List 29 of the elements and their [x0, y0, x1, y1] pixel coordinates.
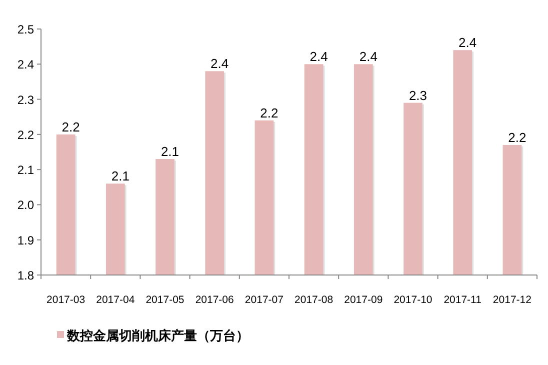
data-label: 2.2 — [260, 105, 278, 120]
x-tick-label: 2017-03 — [46, 294, 86, 306]
legend: 数控金属切削机床产量（万台） — [57, 329, 249, 344]
x-tick-label: 2017-10 — [394, 294, 432, 306]
data-label: 2.4 — [458, 35, 477, 50]
data-label: 2.2 — [508, 130, 526, 145]
y-tick-label: 1.9 — [17, 233, 34, 248]
y-tick-label: 2.0 — [17, 198, 34, 212]
x-tick-label: 2017-05 — [146, 294, 184, 306]
x-tick-label: 2017-07 — [244, 294, 284, 306]
y-tick-label: 2.5 — [17, 22, 34, 36]
y-tick-label: 1.8 — [17, 268, 34, 282]
data-label: 2.4 — [310, 49, 328, 64]
data-label: 2.1 — [111, 168, 130, 184]
data-label: 2.1 — [160, 144, 180, 160]
x-tick-label: 2017-06 — [195, 294, 234, 306]
x-tick-label: 2017-09 — [344, 294, 383, 306]
x-tick-label: 2017-08 — [294, 294, 334, 306]
y-tick-label: 2.3 — [17, 92, 34, 107]
data-label: 2.4 — [359, 49, 378, 64]
y-tick-label: 2.1 — [17, 163, 34, 178]
data-label: 2.2 — [62, 119, 80, 134]
x-tick-label: 2017-12 — [492, 294, 532, 306]
x-tick-label: 2017-11 — [444, 294, 482, 306]
data-label: 2.3 — [408, 88, 428, 103]
x-tick-label: 2017-04 — [96, 294, 135, 306]
y-tick-label: 2.4 — [17, 58, 34, 72]
y-tick-label: 2.2 — [17, 128, 34, 142]
data-label: 2.4 — [210, 56, 229, 72]
